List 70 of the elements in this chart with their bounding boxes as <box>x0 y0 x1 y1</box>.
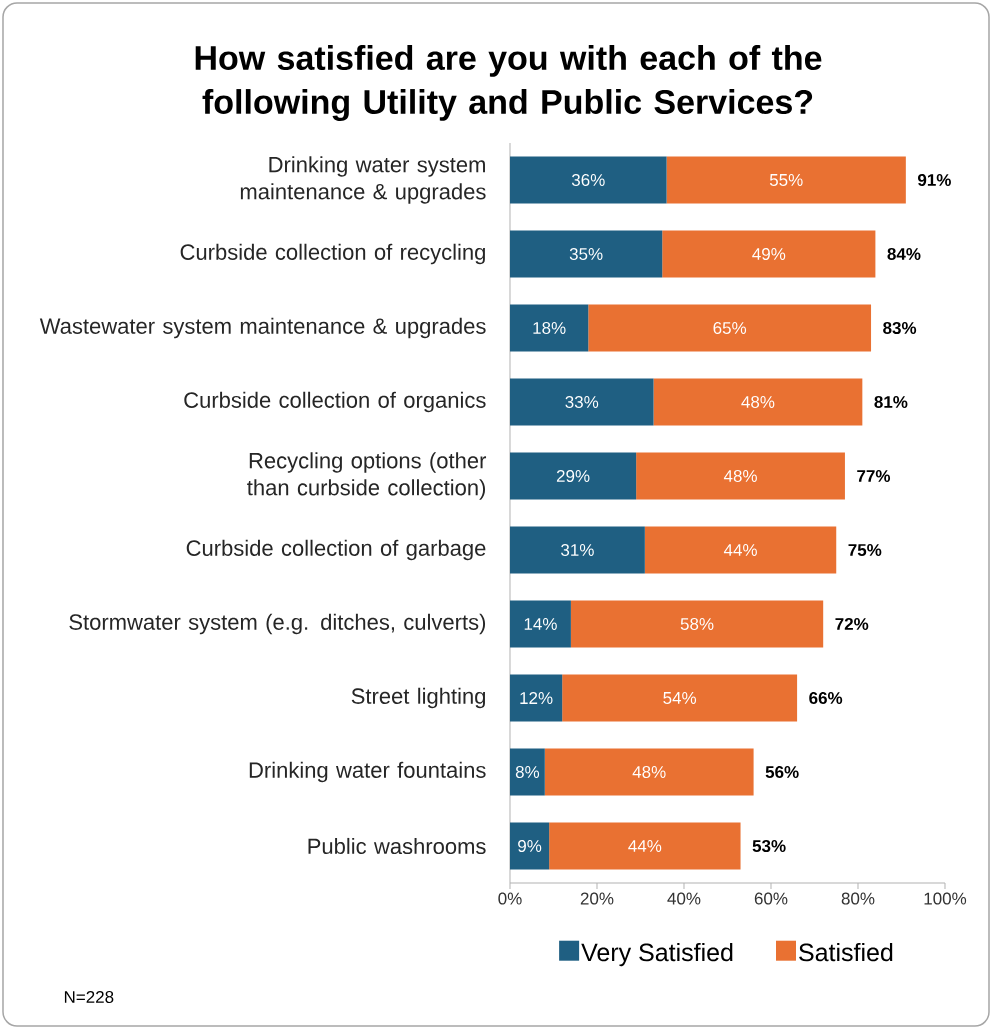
bar <box>509 378 654 426</box>
data-label: 29% <box>556 469 590 483</box>
data-label: 58% <box>680 617 714 631</box>
x-tick-label: 20% <box>580 892 614 905</box>
data-label: 9% <box>518 839 542 853</box>
total-label: 72% <box>835 617 869 630</box>
bar <box>509 674 563 722</box>
y-tick-label: Curbside collection of organics <box>184 391 486 413</box>
x-tick-label: 100% <box>924 892 967 905</box>
data-label: 12% <box>520 692 553 704</box>
y-tick-label: Recycling options (other than curbside collection) <box>247 452 487 500</box>
bar <box>509 822 550 870</box>
legend-label: Very Satisfied <box>581 942 733 967</box>
x-tick-label: 60% <box>754 892 788 905</box>
y-tick-label: Wastewater system maintenance & upgrades <box>39 317 486 339</box>
data-label: 44% <box>723 544 757 556</box>
total-label: 56% <box>765 765 799 779</box>
bar <box>509 304 589 352</box>
bar <box>636 452 845 500</box>
text: N=228 <box>64 990 114 1004</box>
data-label: 14% <box>524 618 557 630</box>
total-label: 66% <box>809 691 843 705</box>
y-tick-label: Drinking water fountains <box>249 761 486 783</box>
bar <box>666 156 906 204</box>
data-label: 48% <box>723 469 757 483</box>
bar <box>588 304 872 352</box>
bar <box>653 378 863 426</box>
bar <box>509 748 545 796</box>
total-label: 81% <box>874 395 908 409</box>
data-label: 35% <box>569 247 603 261</box>
y-tick-label: Curbside collection of recycling <box>180 243 485 265</box>
data-label: 18% <box>533 321 566 335</box>
chart-title: How satisfied are you with each of the following Utility and Public Services? <box>195 45 822 121</box>
y-tick-label: Street lighting <box>351 687 486 709</box>
bar <box>509 156 667 204</box>
total-label: 91% <box>917 173 951 187</box>
data-label: 55% <box>769 174 803 186</box>
y-tick-label: Stormwater system (e.g. ditches, culverts) <box>69 613 486 635</box>
total-label: 83% <box>883 321 917 335</box>
data-label: 48% <box>741 395 775 409</box>
bar <box>562 674 798 722</box>
data-label: 8% <box>515 765 540 779</box>
bar <box>544 748 754 796</box>
bar <box>570 600 824 648</box>
x-tick-label: 80% <box>841 892 875 905</box>
total-label: 75% <box>848 544 882 556</box>
bar <box>644 526 837 574</box>
data-label: 48% <box>632 765 666 779</box>
data-label: 33% <box>565 395 599 409</box>
y-tick-label: Curbside collection of garbage <box>186 539 486 561</box>
data-label: 36% <box>571 173 605 187</box>
total-label: 53% <box>752 839 786 853</box>
data-label: 54% <box>663 692 697 704</box>
bar <box>509 452 637 500</box>
bar <box>662 230 876 278</box>
bar <box>509 230 663 278</box>
total-label: 84% <box>887 247 921 261</box>
y-tick-label: Drinking water system maintenance & upgrades <box>240 156 486 204</box>
bar <box>509 600 571 648</box>
data-label: 44% <box>628 840 662 852</box>
data-label: 49% <box>752 247 786 261</box>
y-tick-label: Public washrooms <box>308 837 486 855</box>
total-label: 77% <box>857 470 891 482</box>
legend-label: Satisfied <box>799 942 893 962</box>
x-tick-label: 40% <box>667 892 701 905</box>
bar <box>509 526 645 574</box>
data-label: 65% <box>713 321 747 335</box>
x-tick-label: 0% <box>498 892 522 905</box>
data-label: 31% <box>561 543 594 557</box>
bar <box>549 822 741 870</box>
